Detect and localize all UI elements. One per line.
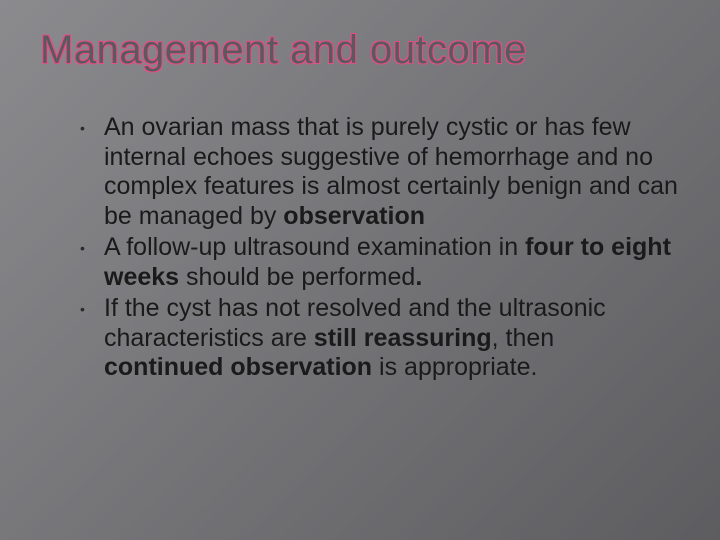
- bullet-list: An ovarian mass that is purely cystic or…: [40, 113, 680, 383]
- list-item: A follow-up ultrasound examination in fo…: [80, 233, 680, 292]
- bullet-text-bold: observation: [283, 202, 425, 230]
- bullet-text-mid: , then: [492, 324, 555, 352]
- list-item: If the cyst has not resolved and the ult…: [80, 294, 680, 383]
- bullet-text-bold: still reassuring: [314, 324, 492, 352]
- bullet-text-post: is appropriate.: [372, 353, 537, 381]
- slide-title: Management and outcome: [40, 28, 680, 73]
- bullet-text-mid: should be performed: [179, 263, 415, 291]
- bullet-text-pre: A follow-up ultrasound examination in: [104, 233, 525, 261]
- list-item: An ovarian mass that is purely cystic or…: [80, 113, 680, 231]
- bullet-text-bold2: .: [415, 263, 422, 291]
- bullet-text-bold2: continued observation: [104, 353, 372, 381]
